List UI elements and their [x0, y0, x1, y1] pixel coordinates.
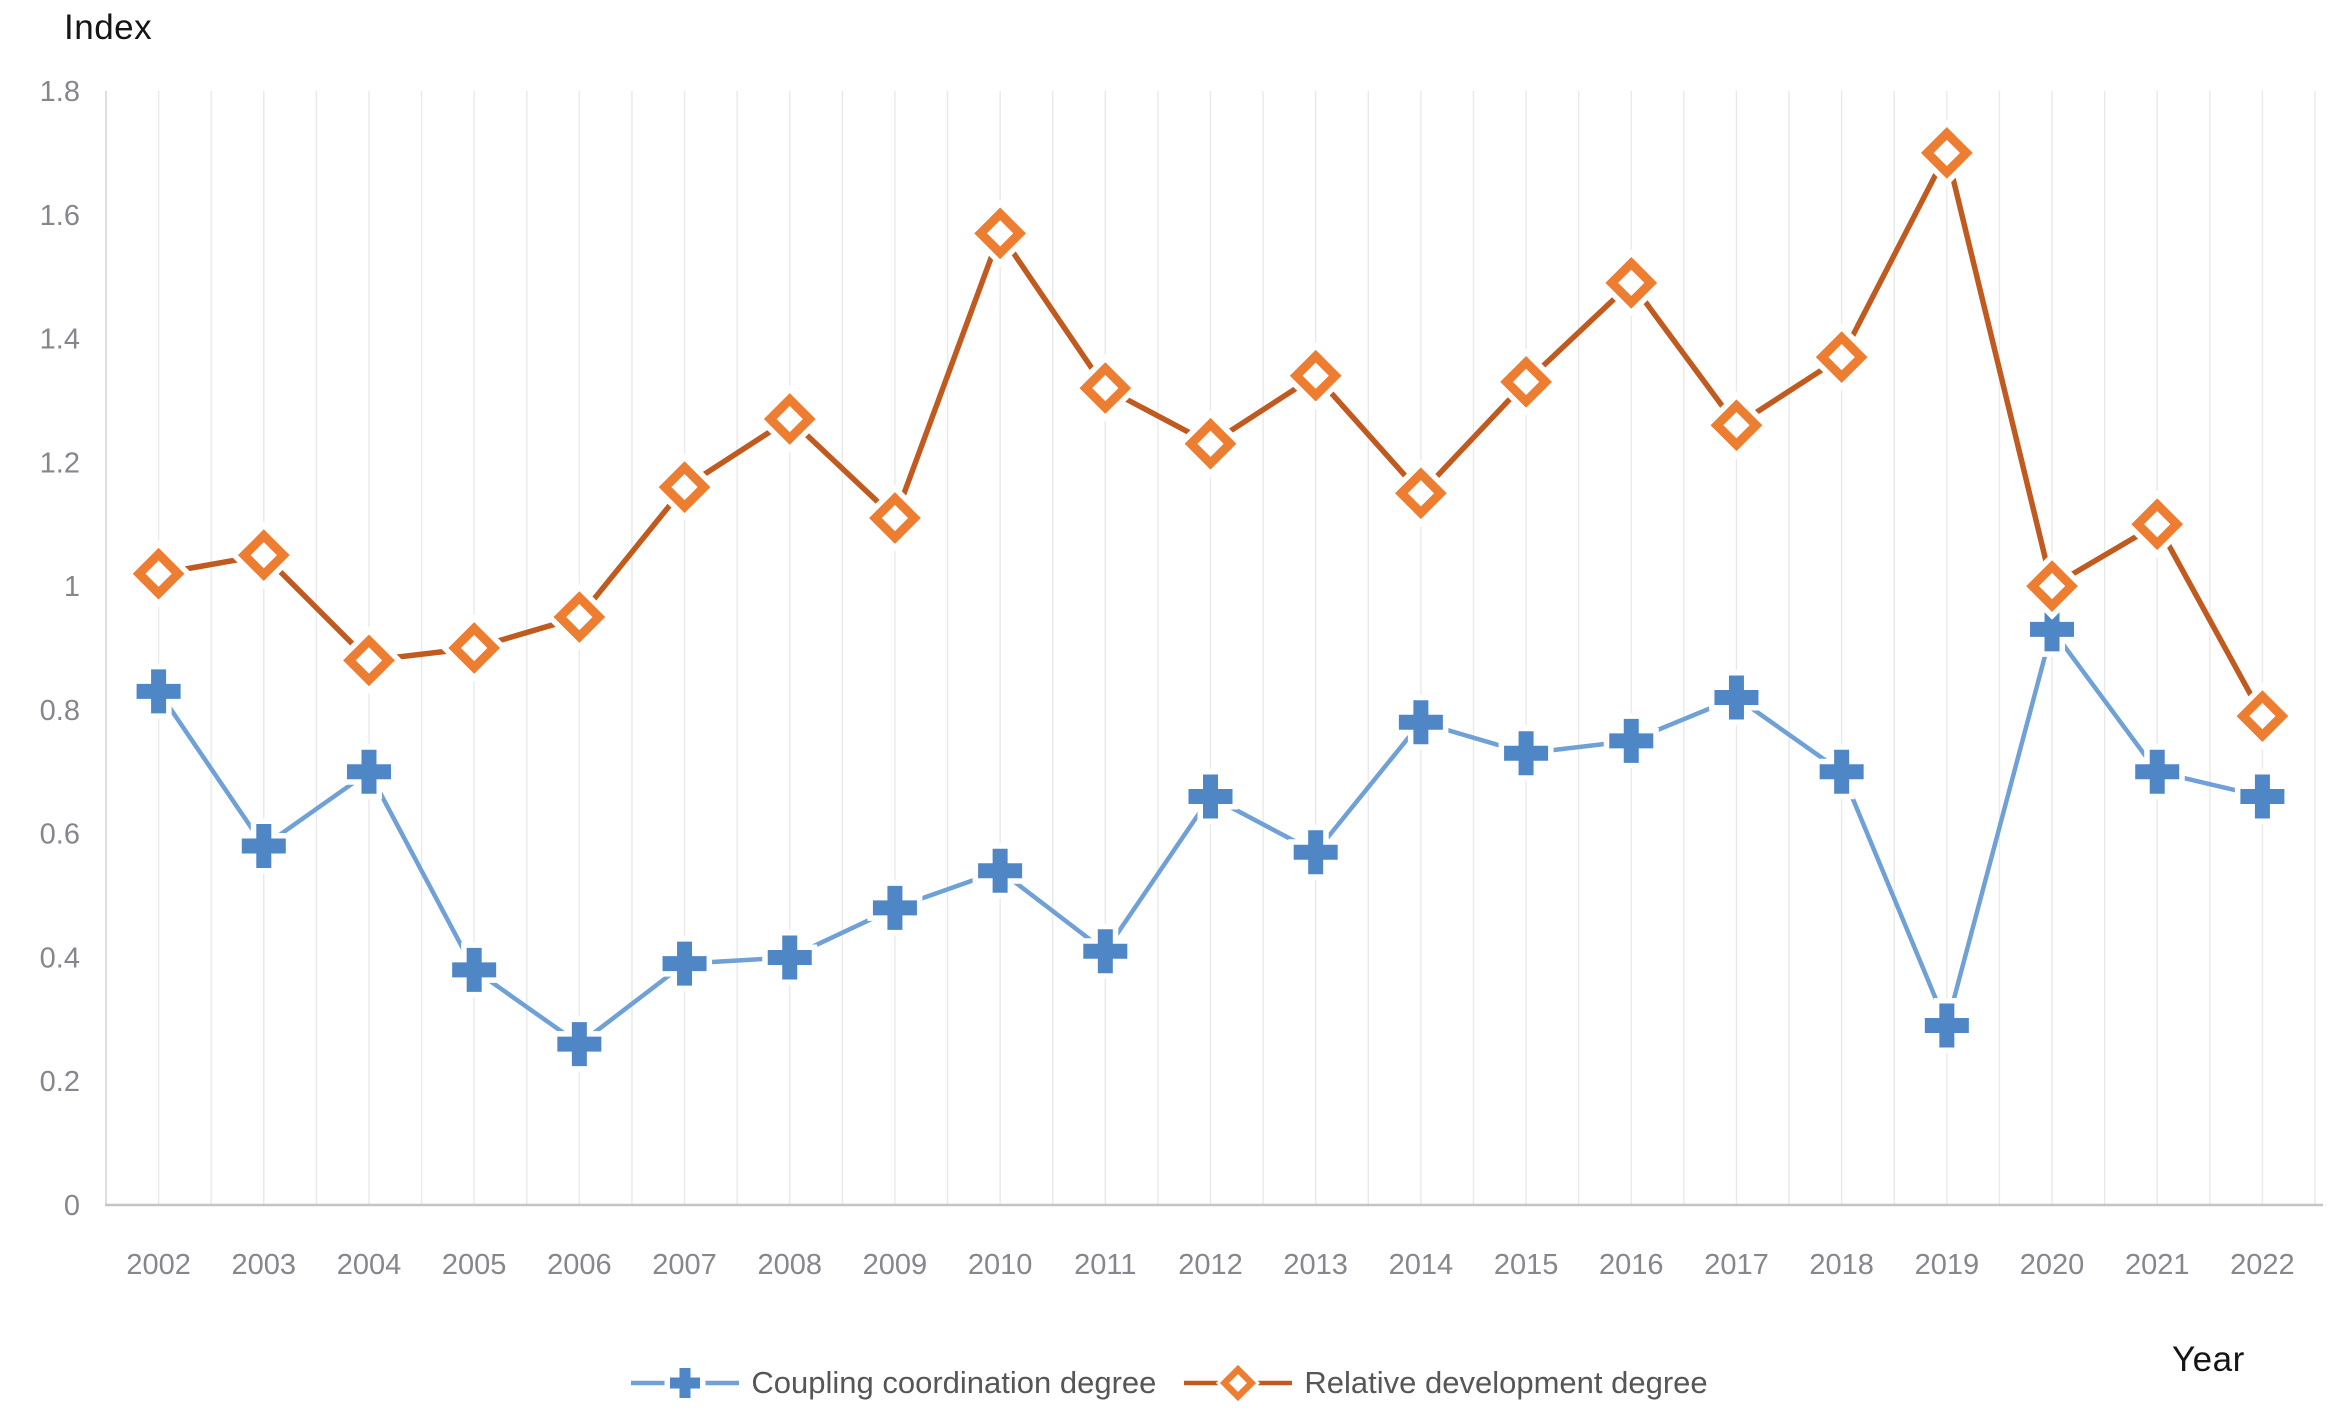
legend-item-relative-development: Relative development degree	[1182, 1363, 1708, 1403]
diamond-marker-icon	[1079, 362, 1132, 414]
x-tick-label: 2011	[1074, 1249, 1136, 1281]
legend-key-shape	[670, 1368, 701, 1398]
x-tick-label: 2013	[1283, 1249, 1348, 1281]
diamond-marker-icon	[869, 492, 921, 544]
y-tick-label: 0.4	[40, 942, 80, 974]
diamond-marker-icon	[1184, 1363, 1293, 1403]
plus-marker-icon	[136, 669, 181, 714]
diamond-marker-icon	[132, 547, 185, 600]
plus-marker-icon	[1819, 749, 1864, 794]
diamond-marker-icon	[1815, 331, 1868, 383]
y-tick-label: 0	[64, 1190, 80, 1222]
x-tick-label: 2008	[757, 1249, 822, 1281]
x-tick-label: 2012	[1178, 1249, 1243, 1281]
y-tick-label: 1.2	[40, 447, 80, 479]
x-tick-label: 2004	[337, 1249, 402, 1281]
x-tick-label: 2016	[1599, 1249, 1664, 1281]
diamond-marker-icon	[1289, 349, 1342, 402]
diamond-marker-icon	[2236, 690, 2289, 742]
plus-marker-icon	[2135, 749, 2180, 794]
diamond-marker-icon	[553, 591, 606, 643]
legend-label: Relative development degree	[1304, 1365, 1708, 1400]
y-tick-label: 1.4	[40, 324, 80, 356]
y-tick-label: 1.8	[40, 76, 80, 108]
plus-marker-icon	[2240, 774, 2285, 819]
legend-item-coupling-coordination: Coupling coordination degree	[629, 1363, 1156, 1403]
y-axis-title: Index	[64, 8, 153, 47]
x-tick-label: 2010	[968, 1249, 1033, 1281]
diamond-marker-icon	[1500, 356, 1552, 408]
diamond-marker-icon	[1920, 127, 1973, 179]
x-tick-label: 2009	[863, 1249, 928, 1281]
plus-marker-icon	[452, 947, 497, 992]
diamond-marker-icon	[237, 529, 290, 582]
y-tick-label: 0.2	[40, 1066, 80, 1098]
x-tick-label: 2022	[2230, 1249, 2295, 1281]
diamond-marker-icon	[763, 393, 816, 445]
plus-marker-icon	[1083, 929, 1128, 974]
x-tick-label: 2018	[1809, 1249, 1874, 1281]
plus-marker-icon	[631, 1363, 740, 1403]
x-tick-label: 2005	[442, 1249, 507, 1281]
plus-marker-icon	[1188, 774, 1233, 819]
diamond-marker-icon	[2131, 498, 2184, 551]
x-tick-label: 2006	[547, 1249, 612, 1281]
plus-marker-icon	[2030, 607, 2075, 652]
plus-marker-icon	[557, 1022, 602, 1067]
plus-marker-icon	[1924, 1003, 1969, 1048]
diamond-marker-icon	[1605, 256, 1658, 309]
plus-marker-icon	[662, 941, 707, 986]
y-tick-label: 0.6	[40, 819, 80, 851]
legend-label: Coupling coordination degree	[751, 1365, 1157, 1400]
diamond-marker-icon	[1710, 399, 1763, 452]
diamond-marker-icon	[2026, 560, 2078, 612]
plus-marker-icon	[978, 848, 1023, 893]
x-axis-title: Year	[2172, 1340, 2245, 1379]
x-tick-label: 2017	[1704, 1249, 1769, 1281]
plus-marker-icon	[767, 935, 812, 980]
plus-marker-icon	[1293, 830, 1338, 875]
y-tick-label: 1.6	[40, 200, 80, 232]
y-tick-label: 1	[64, 571, 80, 603]
x-tick-label: 2015	[1494, 1249, 1559, 1281]
plus-marker-icon	[1398, 700, 1443, 745]
diamond-marker-icon	[1184, 417, 1237, 470]
plus-marker-icon	[1504, 731, 1549, 776]
plus-marker-icon	[872, 885, 917, 930]
y-tick-label: 0.8	[40, 695, 80, 727]
diamond-marker-icon	[1395, 467, 1447, 520]
x-tick-label: 2021	[2125, 1249, 2190, 1281]
x-tick-label: 2002	[126, 1249, 191, 1281]
plus-marker-icon	[346, 749, 391, 794]
diamond-marker-icon	[343, 634, 395, 687]
plus-marker-icon	[241, 824, 286, 869]
plus-marker-icon	[1609, 718, 1654, 763]
x-tick-label: 2003	[232, 1249, 297, 1281]
diamond-marker-icon	[448, 622, 501, 674]
legend-key-shape	[1220, 1364, 1257, 1402]
plus-marker-icon	[1714, 675, 1759, 720]
x-tick-label: 2019	[1915, 1249, 1980, 1281]
diamond-marker-icon	[658, 461, 711, 513]
legend: Coupling coordination degree Relative de…	[0, 1348, 2337, 1418]
diamond-marker-icon	[974, 207, 1026, 260]
x-tick-label: 2007	[652, 1249, 717, 1281]
x-tick-label: 2014	[1389, 1249, 1454, 1281]
x-tick-label: 2020	[2020, 1249, 2085, 1281]
